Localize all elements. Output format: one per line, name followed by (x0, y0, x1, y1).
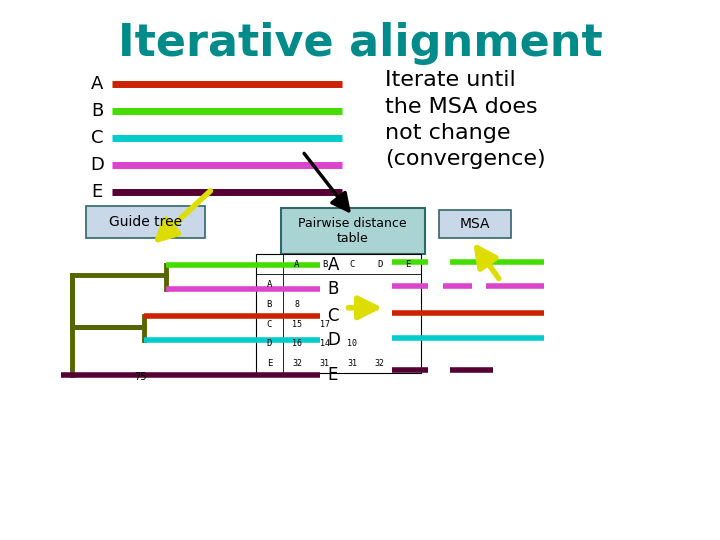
Text: E: E (328, 366, 338, 384)
Text: B: B (91, 102, 104, 120)
Text: A: A (328, 255, 339, 274)
FancyBboxPatch shape (281, 208, 425, 254)
Text: Iterate until
the MSA does
not change
(convergence): Iterate until the MSA does not change (c… (385, 70, 546, 170)
Text: B: B (322, 260, 328, 269)
Text: E: E (405, 260, 410, 269)
Text: MSA: MSA (460, 217, 490, 231)
Text: 32: 32 (375, 359, 384, 368)
Text: A: A (91, 75, 104, 93)
Text: C: C (328, 307, 339, 325)
Text: Guide tree: Guide tree (109, 215, 182, 229)
Bar (256, 254, 421, 373)
Text: 16: 16 (292, 339, 302, 348)
Text: 15: 15 (292, 320, 302, 328)
Text: D: D (328, 331, 341, 349)
Text: 8: 8 (294, 300, 300, 309)
Text: Pairwise distance
table: Pairwise distance table (299, 217, 407, 245)
FancyBboxPatch shape (439, 210, 511, 238)
Text: C: C (266, 320, 272, 328)
Text: A: A (266, 280, 272, 289)
Text: C: C (349, 260, 355, 269)
Text: 32: 32 (292, 359, 302, 368)
Text: B: B (266, 300, 272, 309)
Text: E: E (91, 183, 103, 201)
Text: A: A (294, 260, 300, 269)
Text: Iterative alignment: Iterative alignment (117, 22, 603, 65)
Text: 14: 14 (320, 339, 330, 348)
Text: 17: 17 (320, 320, 330, 328)
Text: D: D (266, 339, 272, 348)
Text: C: C (91, 129, 104, 147)
FancyBboxPatch shape (86, 206, 205, 238)
Text: 31: 31 (320, 359, 330, 368)
Text: 75: 75 (134, 372, 147, 382)
Text: 10: 10 (347, 339, 357, 348)
Text: 31: 31 (347, 359, 357, 368)
Text: D: D (90, 156, 104, 174)
Text: E: E (266, 359, 272, 368)
Text: B: B (328, 280, 339, 298)
Text: D: D (377, 260, 382, 269)
